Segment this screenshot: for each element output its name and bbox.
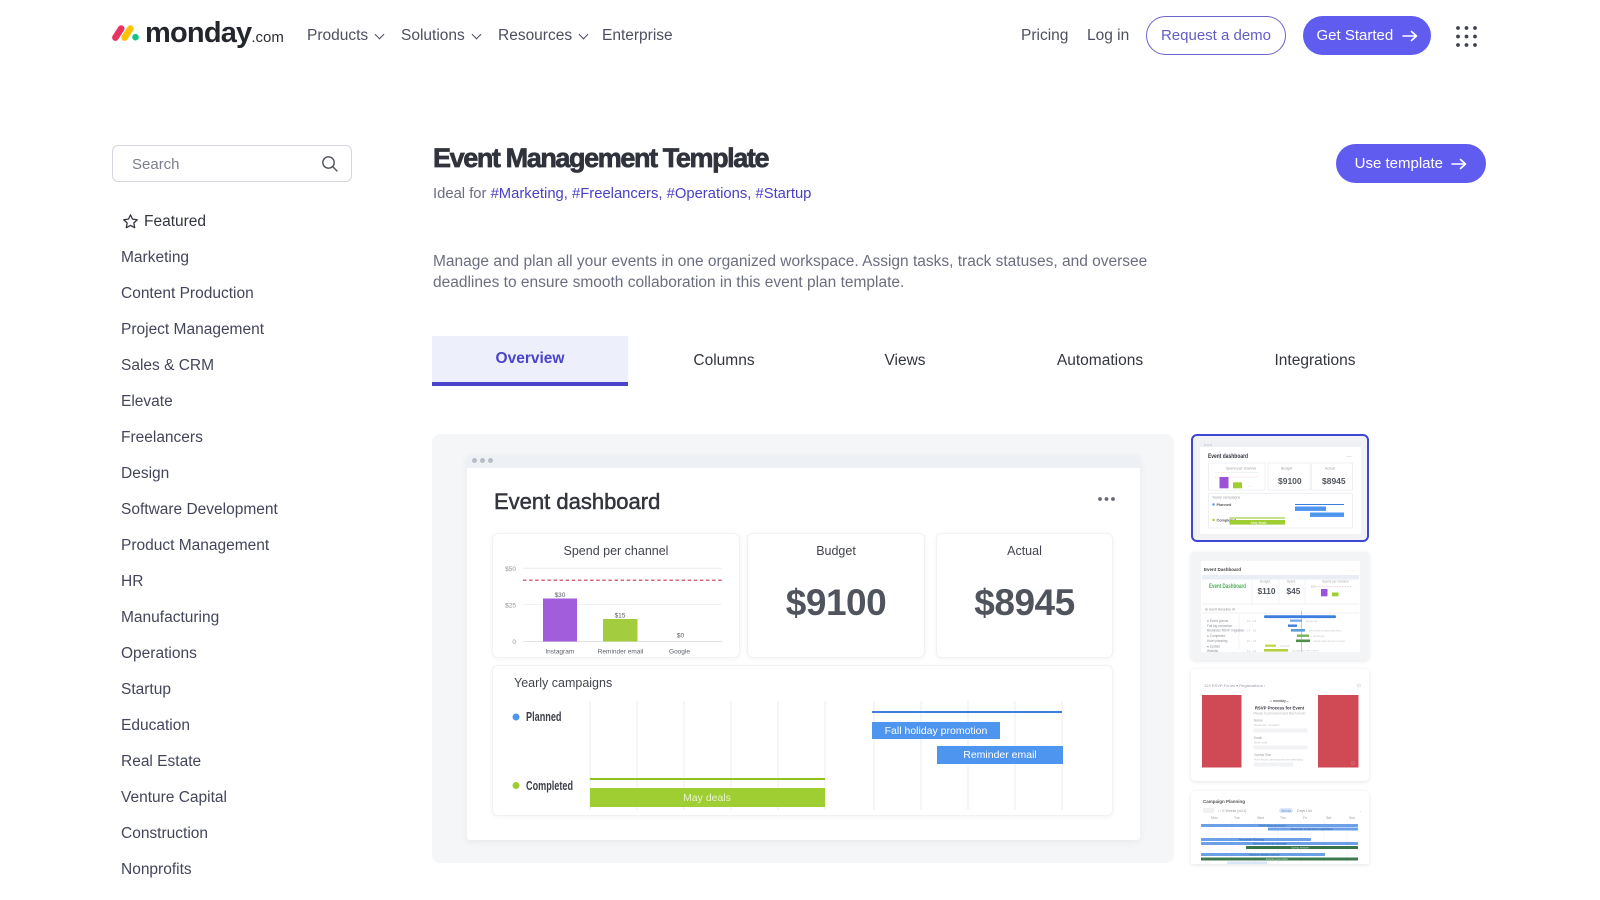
svg-text:Planned: Planned [1217,503,1232,507]
svg-text:Email: Email [1254,736,1262,740]
svg-text:· wishlist: · wishlist [1278,644,1290,648]
svg-text:Tue: Tue [1234,816,1240,820]
svg-text:Newsletter Planning: Newsletter Planning [1239,838,1264,842]
svg-text:0: 0 [512,639,516,646]
svg-text:⊡: ⊡ [1357,683,1361,688]
svg-text:Write mail: Write mail [1254,741,1268,745]
svg-text:● Update: ● Update [1207,645,1220,649]
svg-text:Event Dashboard: Event Dashboard [1204,567,1241,572]
svg-text:Days List: Days List [1297,809,1312,813]
svg-text:Event Dashboard: Event Dashboard [1209,583,1246,590]
svg-text:…: … [1346,453,1352,459]
svg-text:May deals: May deals [683,792,731,804]
svg-text:∴ monday…: ∴ monday… [1270,699,1290,704]
svg-text:Completed: Completed [526,779,573,793]
svg-text:Spend per channel: Spend per channel [1322,580,1349,584]
svg-text:$110: $110 [1258,586,1276,596]
svg-text:Fall big promotion: Fall big promotion [1207,624,1233,628]
svg-text:Fall holiday promotion: Fall holiday promotion [885,725,988,737]
svg-text:New promotional campaign: New promotional campaign [1253,842,1287,846]
svg-text:Thu: Thu [1280,816,1286,820]
svg-text:$15: $15 [615,613,626,620]
svg-text:$0: $0 [677,633,685,640]
svg-text:Empire promotion: Empire promotion [1266,857,1289,861]
svg-text:$50: $50 [505,566,516,573]
svg-text:$45: $45 [1287,586,1301,596]
svg-text:‹ › 9 Weeks (w21): ‹ › 9 Weeks (w21) [1218,809,1246,813]
svg-text:◲: ◲ [1351,760,1355,765]
svg-text:$8945: $8945 [1322,476,1346,486]
svg-text:…: … [1344,593,1347,597]
svg-text:· planning: · planning [1304,619,1318,623]
svg-text:Spent: Spent [1287,580,1295,584]
svg-text:Completed: Completed [1217,519,1237,523]
svg-text:Fri: Fri [1303,816,1307,820]
svg-text:· update for the event: · update for the event [1290,649,1319,653]
svg-text:How Much participants are atte: How Much participants are attending [1254,758,1303,762]
svg-text:12 · 14: 12 · 14 [1247,619,1257,623]
svg-text:Hotel planning: Hotel planning [1207,639,1228,643]
svg-text:Summer session special: Summer session special [1249,853,1280,857]
svg-text:Google: Google [669,649,690,656]
svg-text:Spring festival: Spring festival [1291,846,1309,850]
svg-text:Campaign Planning: Campaign Planning [1203,799,1245,804]
svg-text:$9100: $9100 [1278,476,1302,486]
svg-text:…: … [1351,567,1355,572]
svg-text:$50: $50 [1311,585,1316,589]
svg-text:Instagram: Instagram [545,649,574,656]
svg-text:Wishlist: Wishlist [1207,649,1218,653]
svg-text:$25: $25 [505,603,516,610]
svg-text:$30: $30 [555,592,566,599]
svg-text:· reminder email planning: · reminder email planning [1307,629,1341,633]
svg-text:RSVP Process for Event: RSVP Process for Event [1255,706,1305,711]
svg-text:Please to join Event and Much: Please to join Event and Much more! [1253,712,1305,716]
svg-text:Weeks: Weeks [1281,809,1292,813]
svg-text:14 · 18: 14 · 18 [1247,629,1257,633]
svg-text:· hotel planning for event: · hotel planning for event [1312,639,1345,643]
svg-text:Reminder email: Reminder email [963,749,1037,761]
svg-text:Reminder email: Reminder email [598,649,644,656]
svg-text:Spend per channel: Spend per channel [1226,467,1256,471]
svg-text:…: … [1248,484,1251,488]
svg-text:Sat: Sat [1326,816,1331,820]
svg-text:Reminder email about registrat: Reminder email about registration [1291,827,1333,831]
svg-text:Required · Answer!: Required · Answer! [1254,723,1280,727]
svg-text:Guests Size: Guests Size [1254,753,1271,757]
svg-text:● Completed: ● Completed [1207,634,1225,638]
svg-text:Budget: Budget [1260,580,1270,584]
svg-text:● Event planns: ● Event planns [1207,619,1229,623]
svg-text:Event dashboard: Event dashboard [1208,453,1248,460]
svg-text:Yearly campaigns: Yearly campaigns [1212,496,1240,500]
svg-text:⌄: ⌄ [1359,809,1362,813]
svg-text:11 · 12: 11 · 12 [1247,649,1256,653]
svg-text:Planned: Planned [526,710,562,724]
svg-text:May deals: May deals [1251,521,1267,525]
svg-text:Budget: Budget [1281,467,1292,471]
svg-text:Sun: Sun [1349,816,1355,820]
svg-text:123 RSVP Forms ▾ Registrati: 123 RSVP Forms ▾ Registrations › [1204,683,1266,688]
svg-text:10 · 13: 10 · 13 [1247,639,1257,643]
svg-text:· planning: · planning [1311,634,1325,638]
svg-text:Wed: Wed [1257,816,1264,820]
svg-text:Fall holiday promotion: Fall holiday promotion [1259,824,1287,828]
svg-text:⊞ Gantt Baseline ⚙: ⊞ Gantt Baseline ⚙ [1205,608,1235,612]
svg-text:Name: Name [1254,719,1263,723]
svg-text:Mon: Mon [1211,816,1218,820]
svg-text:Actual: Actual [1325,467,1335,471]
svg-text:Reminder RSVP migration: Reminder RSVP migration [1207,629,1245,633]
